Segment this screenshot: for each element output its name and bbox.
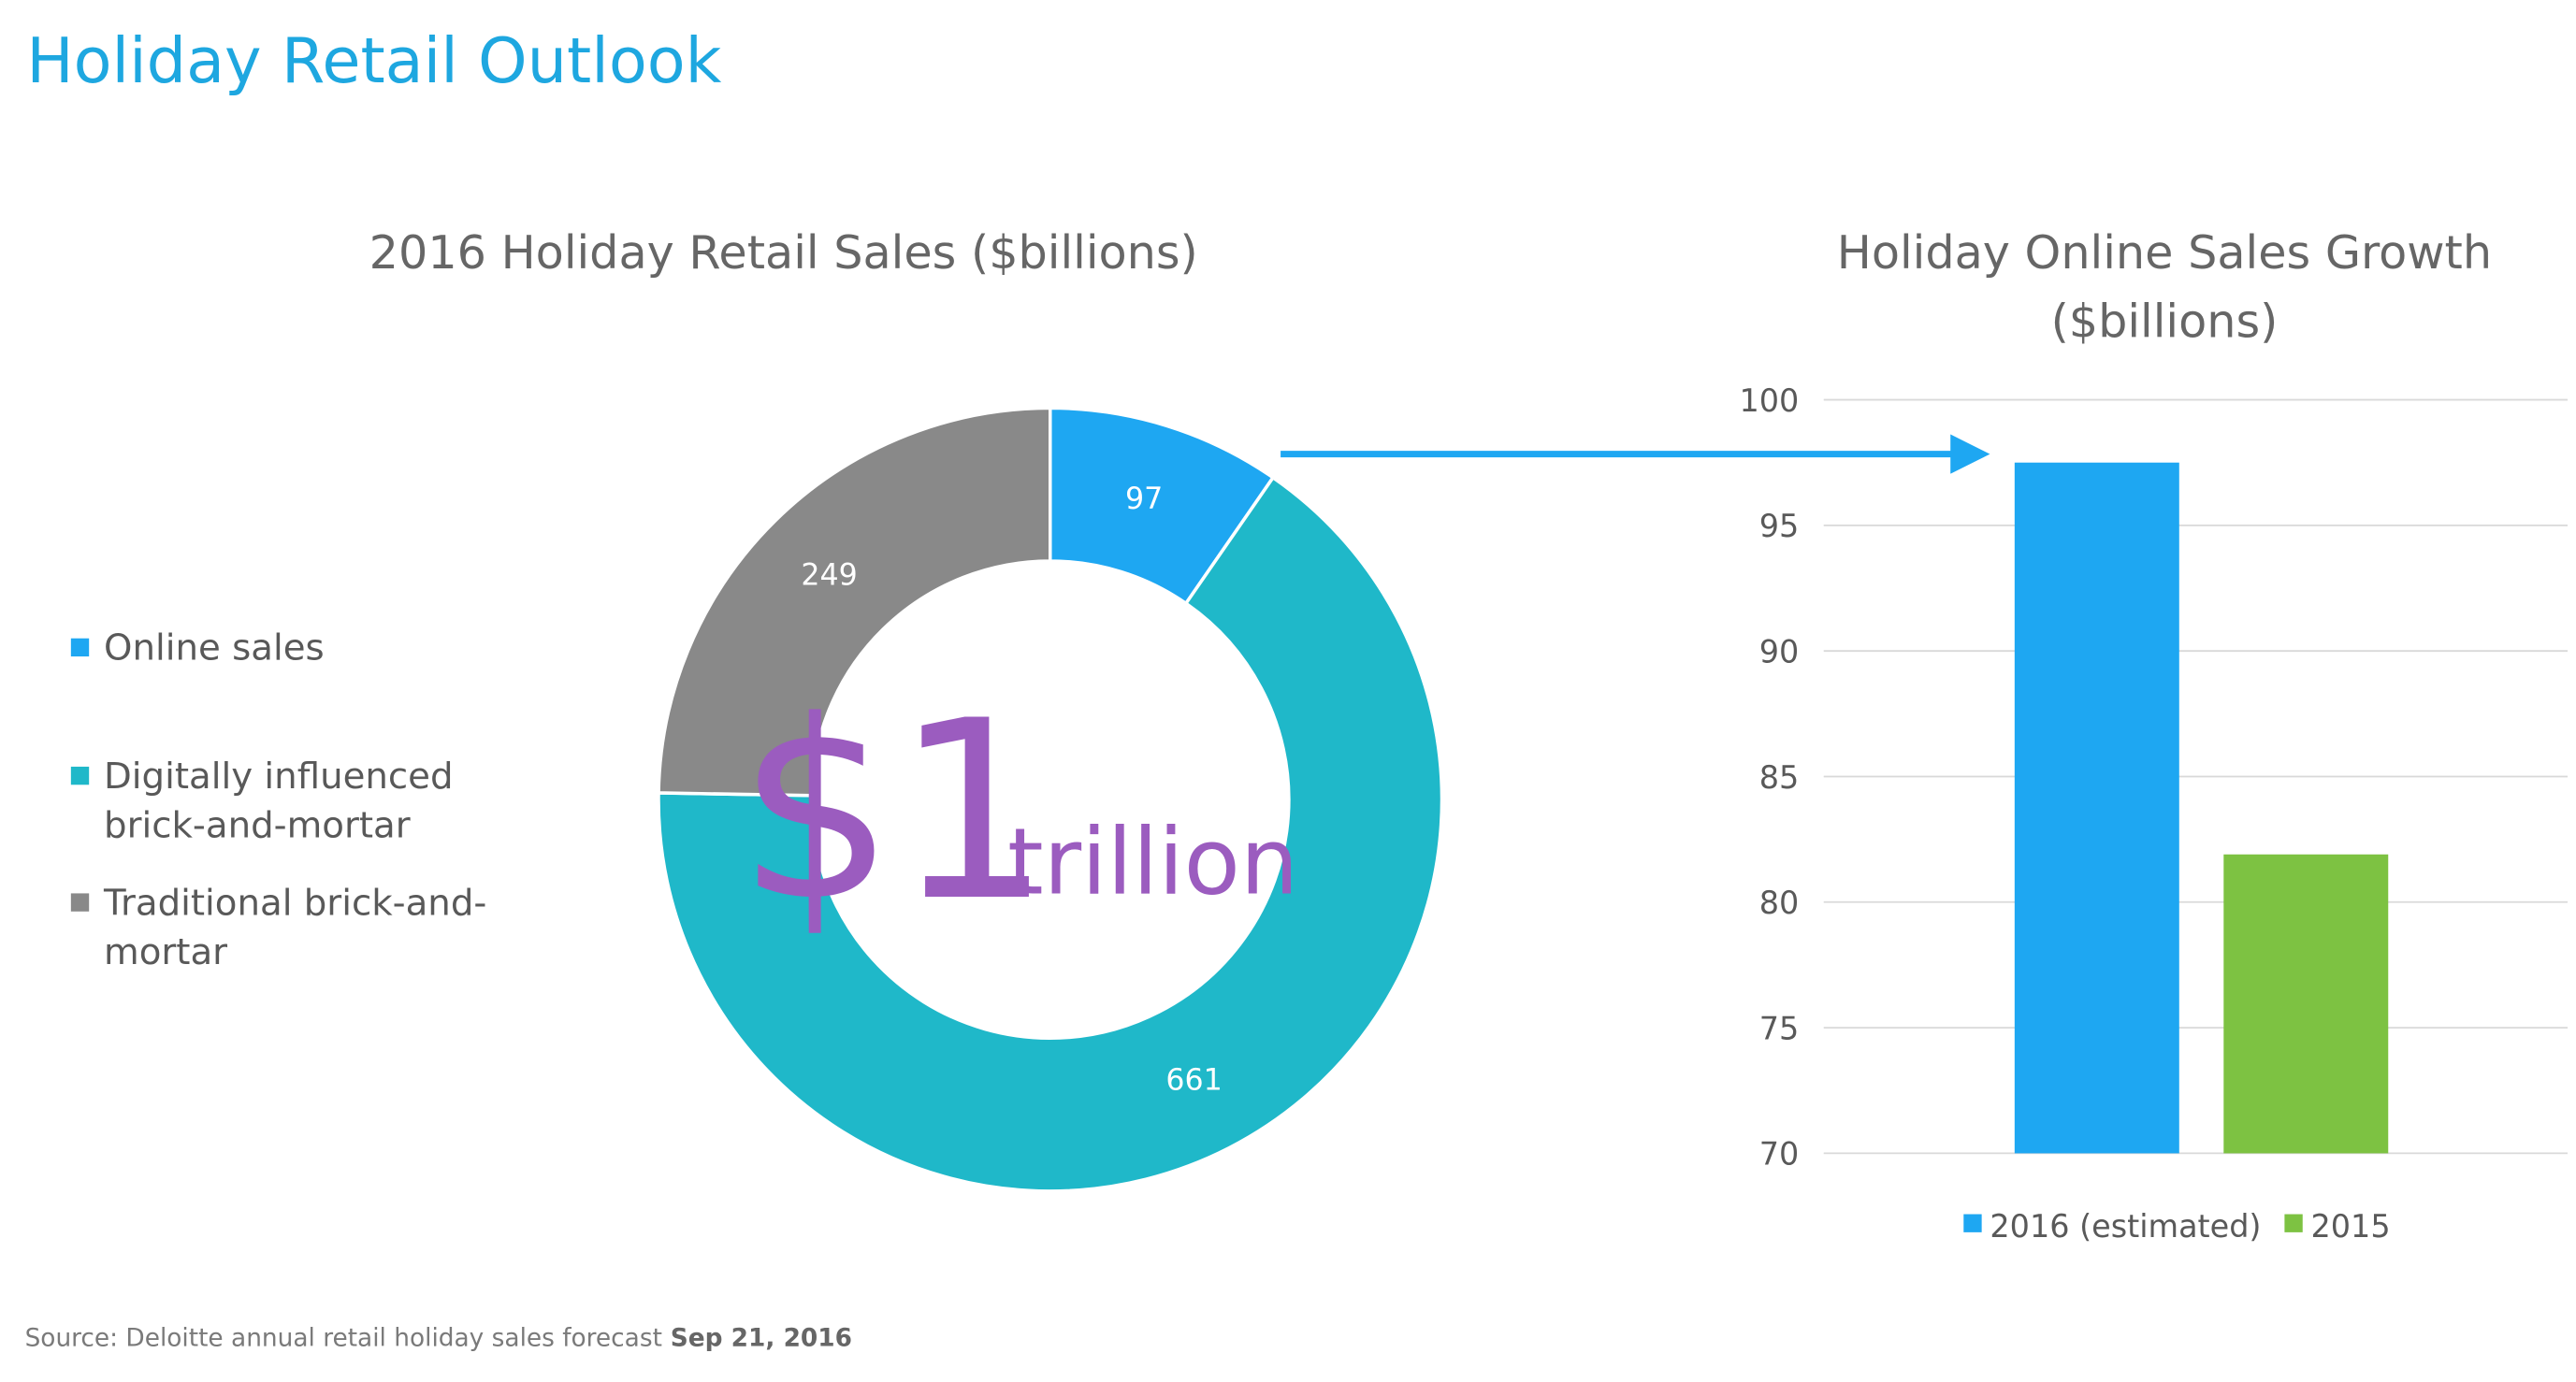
- source: Source: Deloitte annual retail holiday s…: [25, 1324, 852, 1352]
- legend-label: Digitally influenced brick-and-mortar: [104, 756, 454, 847]
- y-tick-label: 85: [1759, 759, 1800, 796]
- y-tick-label: 100: [1740, 382, 1800, 419]
- legend-label: Traditional brick-and-mortar: [103, 882, 486, 973]
- legend-swatch: [70, 766, 90, 785]
- chart-title: Holiday Online Sales Growth ($billions): [1837, 225, 2492, 349]
- y-tick-label: 70: [1759, 1136, 1800, 1173]
- page-title: Holiday Retail Outlook: [26, 24, 721, 97]
- source-text: Source: Deloitte annual retail holiday s…: [25, 1324, 662, 1352]
- chart-title: 2016 Holiday Retail Sales ($billions): [369, 225, 1198, 280]
- center-annotation: trillion: [1007, 809, 1298, 915]
- legend-label: 2016 (estimated): [1990, 1208, 2261, 1245]
- data-label: 249: [801, 558, 857, 592]
- legend-label: Online sales: [104, 627, 325, 669]
- bar: [2014, 462, 2179, 1154]
- legend-swatch: [70, 638, 90, 657]
- donut-slice: [657, 406, 1052, 798]
- legend-label: 2015: [2311, 1208, 2391, 1245]
- y-tick-label: 90: [1759, 634, 1800, 670]
- bar: [2223, 854, 2389, 1154]
- y-tick-label: 75: [1759, 1010, 1800, 1046]
- legend-swatch: [1963, 1214, 1982, 1232]
- center-annotation: $1: [737, 669, 1051, 956]
- legend-swatch: [70, 893, 90, 912]
- source-date: Sep 21, 2016: [671, 1324, 852, 1352]
- legend-swatch: [2284, 1214, 2303, 1232]
- donut-slice: [657, 475, 1444, 1193]
- y-tick-label: 95: [1759, 508, 1800, 544]
- data-label: 661: [1165, 1063, 1222, 1097]
- y-tick-label: 80: [1759, 885, 1800, 921]
- data-label: 97: [1125, 482, 1163, 516]
